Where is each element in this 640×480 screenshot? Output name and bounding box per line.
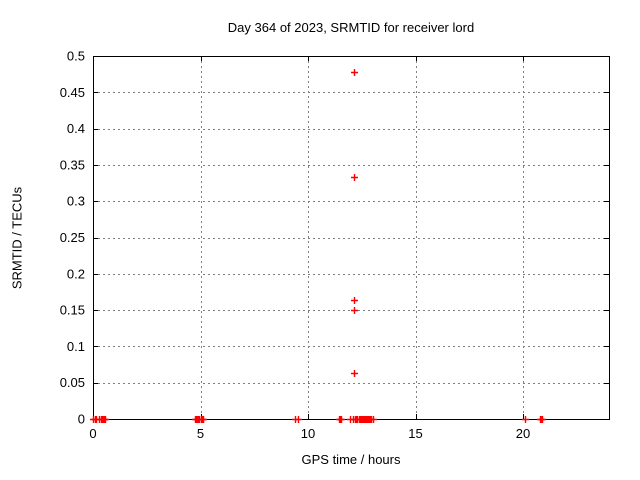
chart-title: Day 364 of 2023, SRMTID for receiver lor… — [227, 20, 475, 35]
y-tick-label: 0.2 — [67, 266, 85, 281]
data-point-marker — [102, 416, 109, 423]
y-tick-label: 0.35 — [60, 157, 85, 172]
data-point-marker — [295, 416, 302, 423]
y-tick-label: 0.3 — [67, 194, 85, 209]
x-tick-label: 5 — [197, 426, 204, 441]
plot-border — [93, 56, 610, 420]
data-point-marker — [200, 416, 207, 423]
data-point-marker — [351, 174, 358, 181]
x-tick-label: 10 — [301, 426, 315, 441]
y-tick-label: 0 — [78, 412, 85, 427]
data-point-marker — [351, 307, 358, 314]
y-axis-label: SRMTID / TECUs — [9, 186, 25, 290]
data-point-marker — [370, 416, 377, 423]
y-tick-label: 0.15 — [60, 303, 85, 318]
x-axis-label: GPS time / hours — [301, 452, 401, 467]
data-point-marker — [351, 69, 358, 76]
y-tick-label: 0.25 — [60, 230, 85, 245]
data-point-marker — [539, 416, 546, 423]
x-tick-label: 15 — [408, 426, 422, 441]
data-point-marker — [351, 297, 358, 304]
y-tick-label: 0.4 — [67, 121, 85, 136]
data-point-marker — [522, 416, 529, 423]
y-tick-label: 0.05 — [60, 375, 85, 390]
x-tick-label: 0 — [89, 426, 96, 441]
y-tick-label: 0.1 — [67, 339, 85, 354]
x-tick-label: 20 — [516, 426, 530, 441]
data-point-marker — [338, 416, 345, 423]
y-tick-label: 0.45 — [60, 85, 85, 100]
data-point-marker — [351, 370, 358, 377]
y-tick-label: 0.5 — [67, 49, 85, 64]
